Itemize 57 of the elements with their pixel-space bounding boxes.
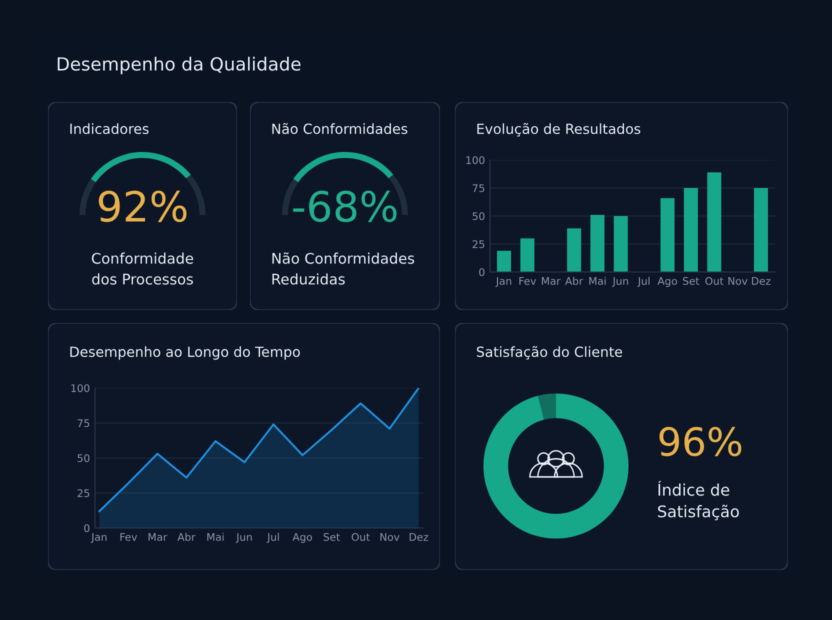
y-tick-label: 100 bbox=[71, 384, 90, 392]
y-tick-label: 100 bbox=[466, 156, 484, 164]
x-tick-label: Set bbox=[324, 533, 340, 541]
chart-title: Satisfação do Cliente bbox=[476, 346, 622, 360]
x-tick-label: Jul bbox=[637, 276, 650, 287]
text: 96% bbox=[659, 426, 742, 456]
x-tick-label: Jan bbox=[90, 533, 106, 543]
x-tick-label: Nov bbox=[728, 277, 748, 285]
x-tick-label: Mai bbox=[207, 532, 224, 541]
text: Não Conformidades bbox=[272, 123, 408, 134]
text: -68% bbox=[293, 190, 397, 222]
x-tick-label: Mar bbox=[148, 533, 168, 541]
bar bbox=[590, 214, 604, 272]
bar bbox=[707, 172, 722, 272]
x-tick-label: Jul bbox=[266, 532, 279, 543]
donut-slice bbox=[483, 393, 629, 539]
text: Não Conformidades Reduzidas bbox=[272, 252, 414, 285]
x-tick-label: Ago bbox=[292, 533, 312, 543]
x-tick-label: Jan bbox=[495, 277, 512, 287]
x-tick-label: Jun bbox=[236, 533, 252, 543]
y-tick-label: 0 bbox=[84, 524, 90, 532]
x-tick-label: Mar bbox=[542, 277, 561, 285]
bar bbox=[754, 188, 768, 272]
y-tick-label: 50 bbox=[472, 212, 484, 220]
bar bbox=[660, 198, 675, 272]
bar bbox=[614, 216, 628, 272]
x-tick-label: Nov bbox=[380, 533, 400, 541]
y-tick-label: 25 bbox=[472, 240, 484, 248]
text: Indicadores bbox=[70, 123, 149, 134]
bar bbox=[567, 228, 582, 272]
x-tick-label: Ago bbox=[658, 277, 678, 287]
x-tick-label: Mai bbox=[589, 276, 606, 285]
bar bbox=[520, 238, 534, 272]
bar bbox=[497, 250, 512, 272]
x-tick-label: Dez bbox=[410, 533, 428, 541]
chart-title: Desempenho ao Longo do Tempo bbox=[70, 346, 300, 360]
y-tick-label: 25 bbox=[78, 489, 90, 498]
x-tick-label: Fev bbox=[519, 277, 536, 285]
x-tick-label: Set bbox=[683, 277, 700, 285]
x-tick-label: Abr bbox=[565, 276, 584, 285]
donut-slice bbox=[538, 393, 556, 420]
y-tick-label: 50 bbox=[78, 454, 90, 462]
x-tick-label: Out bbox=[352, 533, 370, 541]
x-tick-label: Abr bbox=[178, 532, 196, 541]
y-tick-label: 0 bbox=[479, 268, 484, 276]
chart-title: Evolução de Resultados bbox=[477, 123, 640, 137]
y-tick-label: 75 bbox=[472, 184, 484, 192]
bar bbox=[684, 188, 698, 272]
x-tick-label: Fev bbox=[120, 533, 138, 541]
x-tick-label: Jun bbox=[612, 277, 628, 287]
y-tick-label: 75 bbox=[78, 419, 90, 428]
text: Conformidade dos Processos bbox=[92, 252, 194, 285]
text: Desempenho da Qualidade bbox=[58, 56, 301, 74]
text: Índice de Satisfação bbox=[658, 480, 739, 520]
x-tick-label: Dez bbox=[752, 277, 770, 285]
text: 92% bbox=[98, 190, 187, 222]
x-tick-label: Out bbox=[705, 277, 724, 285]
